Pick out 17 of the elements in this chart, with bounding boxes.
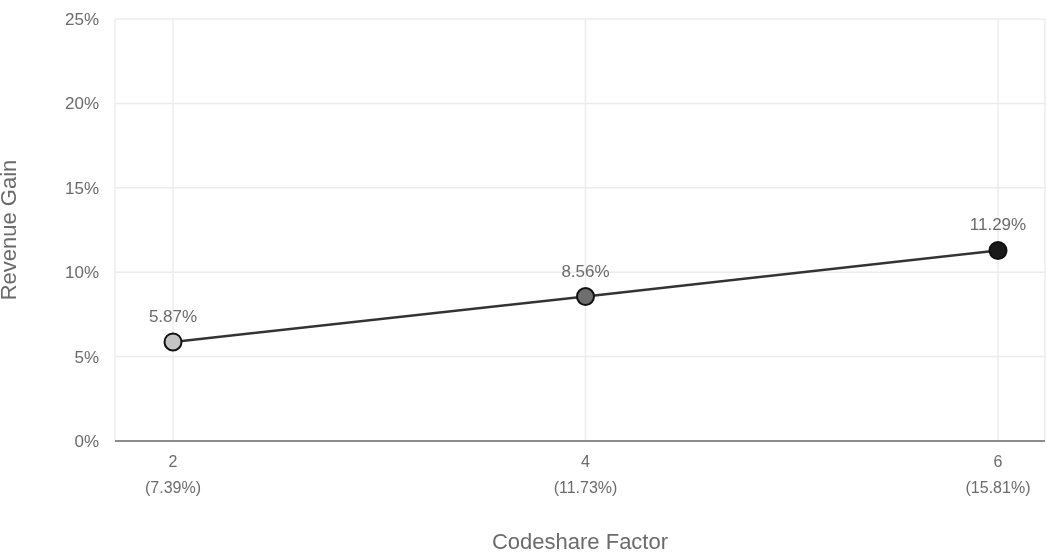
x-tick-label: 4 (11.73%) xyxy=(553,453,618,496)
x-tick-label: 6 (15.81%) xyxy=(965,453,1031,496)
data-label: 5.87% xyxy=(148,306,198,326)
y-tick-label: 20% xyxy=(64,94,99,114)
y-tick-label: 25% xyxy=(64,10,99,30)
point xyxy=(163,332,183,352)
x-axis-title: Codeshare Factor xyxy=(491,529,669,553)
point xyxy=(576,287,595,307)
y-axis-title: Revenue Gain xyxy=(0,159,21,301)
y-tick-label: 15% xyxy=(64,178,99,198)
data-label: 11.29% xyxy=(969,215,1027,235)
y-tick-label: 5% xyxy=(74,347,99,367)
y-tick-label: 10% xyxy=(64,263,99,283)
x-tick-label: 2 (7.39%) xyxy=(144,453,202,496)
y-tick-label: 0% xyxy=(74,432,99,452)
data-label: 8.56% xyxy=(561,261,610,281)
point xyxy=(988,240,1008,260)
